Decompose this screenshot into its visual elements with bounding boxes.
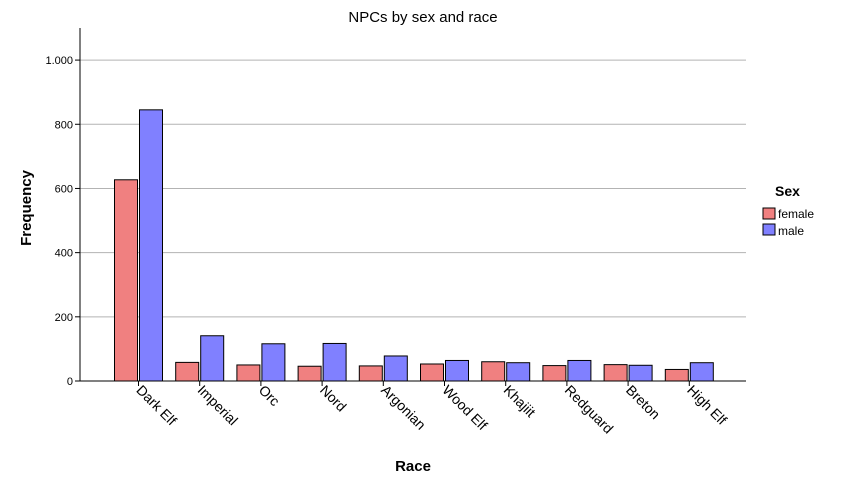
bar-female-high-elf — [664, 368, 689, 382]
x-tick-label: Argonian — [378, 382, 429, 433]
bar-female-khajiit — [481, 361, 506, 382]
y-tick-label: 400 — [55, 248, 73, 260]
legend-swatch-male — [762, 223, 776, 236]
x-tick-label: Dark Elf — [133, 382, 180, 429]
y-tick-label: 600 — [55, 183, 73, 195]
x-tick-label: Wood Elf — [439, 382, 490, 433]
gridlines — [80, 59, 746, 318]
x-tick-label: Nord — [317, 382, 350, 415]
x-tick-label: Orc — [256, 382, 283, 409]
x-axis-title: Race — [395, 458, 431, 475]
bar-female-imperial — [175, 361, 200, 382]
bar-female-nord — [297, 365, 322, 382]
bar-male-dark-elf — [139, 109, 163, 382]
y-tick-label: 0 — [67, 376, 73, 388]
x-tick-label: Khajiit — [501, 382, 539, 420]
bar-male-khajiit — [506, 362, 531, 382]
legend-label-female: female — [778, 207, 814, 221]
x-tick-label: High Elf — [684, 382, 730, 428]
chart-title: NPCs by sex and race — [348, 9, 497, 26]
bar-male-redguard — [567, 359, 592, 382]
bar-male-high-elf — [689, 362, 714, 382]
bar-female-wood-elf — [420, 363, 444, 382]
bar-male-orc — [261, 343, 286, 382]
bar-male-imperial — [200, 335, 225, 382]
bar-female-redguard — [542, 365, 567, 382]
x-axis-ticks: Dark Elf Imperial Orc Nord Argonian Wood Elf K… — [133, 381, 730, 437]
legend-swatch-female — [762, 207, 776, 220]
x-tick-label: Imperial — [195, 382, 242, 429]
bar-female-dark-elf — [114, 179, 138, 382]
y-tick-label: 1.000 — [45, 55, 73, 67]
bar-male-wood-elf — [445, 359, 469, 382]
bars — [114, 109, 714, 382]
y-axis-title: Frequency — [18, 169, 35, 246]
bar-female-orc — [236, 364, 261, 382]
bar-male-nord — [322, 342, 347, 382]
legend-title: Sex — [775, 183, 800, 199]
legend-label-male: male — [778, 224, 804, 238]
bar-male-breton — [628, 364, 653, 382]
y-axis-ticks: 0 200 400 600 800 1.000 — [45, 55, 80, 388]
y-tick-label: 800 — [55, 119, 73, 131]
y-tick-label: 200 — [55, 312, 73, 324]
bar-female-argonian — [358, 365, 383, 382]
legend: Sex female male — [762, 183, 814, 238]
bar-male-argonian — [383, 355, 408, 382]
x-tick-label: Breton — [623, 382, 663, 422]
x-tick-label: Redguard — [562, 382, 617, 437]
bar-female-breton — [603, 364, 628, 382]
